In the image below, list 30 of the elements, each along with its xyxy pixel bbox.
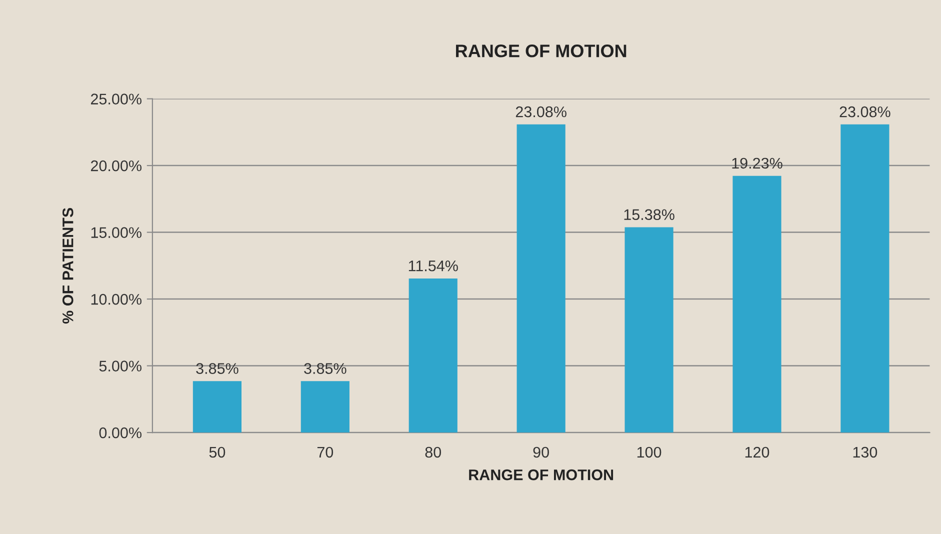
data-label: 3.85% <box>196 363 238 374</box>
y-tick-label: 5.00% <box>99 360 142 372</box>
x-tick-label: 50 <box>209 446 226 458</box>
bar <box>300 381 350 433</box>
y-tick-label: 15.00% <box>91 227 142 238</box>
x-axis-title: RANGE OF MOTION <box>469 469 614 480</box>
bar <box>516 124 566 433</box>
chart-title: RANGE OF MOTION <box>456 44 626 58</box>
y-tick-label: 25.00% <box>90 94 142 104</box>
x-tick-label: 100 <box>637 446 662 458</box>
bar <box>732 176 782 433</box>
data-label: 23.08% <box>516 106 566 118</box>
x-tick-label: 130 <box>853 446 878 458</box>
data-label: 15.38% <box>624 209 674 220</box>
x-tick-label: 90 <box>533 446 549 458</box>
x-tick-label: 80 <box>425 446 442 458</box>
bar <box>624 227 674 433</box>
data-label: 11.54% <box>408 260 458 272</box>
y-tick-label: 20.00% <box>90 160 142 172</box>
bar <box>192 381 242 433</box>
data-label: 3.85% <box>304 363 346 374</box>
x-tick-label: 120 <box>745 446 770 458</box>
y-tick-label: 10.00% <box>91 294 142 305</box>
data-label: 19.23% <box>732 158 782 169</box>
x-tick-label: 70 <box>317 446 334 458</box>
bar <box>408 278 458 433</box>
data-label: 23.08% <box>840 106 890 118</box>
y-axis-title: % OF PATIENTS <box>62 208 74 324</box>
bar <box>840 124 890 433</box>
y-tick-label: 0.00% <box>99 427 142 438</box>
